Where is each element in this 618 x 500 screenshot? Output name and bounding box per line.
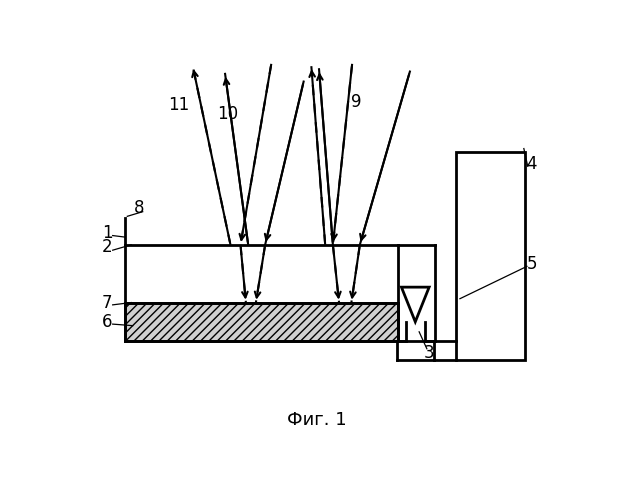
Text: 6: 6 (102, 313, 112, 331)
Bar (456, 152, 525, 360)
Bar (125, 302, 399, 341)
Text: Фиг. 1: Фиг. 1 (287, 412, 347, 430)
Text: 3: 3 (424, 344, 434, 361)
Text: 2: 2 (102, 238, 112, 256)
Text: 10: 10 (217, 105, 238, 123)
Text: 9: 9 (351, 94, 362, 112)
Text: 5: 5 (527, 255, 537, 273)
Text: 8: 8 (133, 199, 144, 217)
Polygon shape (402, 287, 429, 322)
Text: 7: 7 (102, 294, 112, 312)
Text: 4: 4 (527, 155, 537, 173)
Text: 11: 11 (168, 96, 190, 114)
Text: 1: 1 (102, 224, 112, 242)
